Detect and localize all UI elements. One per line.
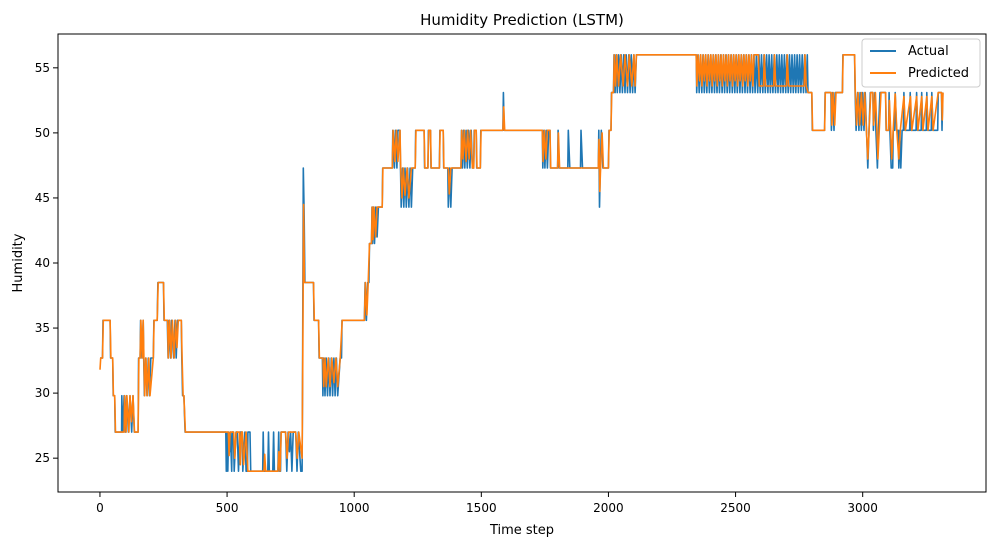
chart-title: Humidity Prediction (LSTM) [420,11,624,29]
series-layer [99,53,944,473]
y-tick-label: 35 [35,321,50,335]
x-axis: 0 500 1000 1500 2000 2500 3000 [96,492,878,515]
y-tick-label: 40 [35,256,50,270]
legend-label-actual: Actual [908,44,949,59]
x-tick-label: 3000 [847,501,878,515]
legend-label-predicted: Predicted [908,66,969,81]
x-tick-label: 500 [216,501,239,515]
plot-area [99,53,944,473]
legend: Actual Predicted [861,38,981,88]
x-tick-label: 1000 [339,501,370,515]
y-axis-label: Humidity [11,233,26,292]
x-tick-label: 2500 [720,501,751,515]
y-tick-label: 25 [35,451,50,465]
y-tick-label: 50 [35,126,50,140]
x-tick-label: 1500 [466,501,497,515]
y-tick-label: 45 [35,191,50,205]
x-axis-label: Time step [489,523,554,538]
x-tick-label: 2000 [593,501,624,515]
y-tick-label: 55 [35,61,50,75]
y-tick-label: 30 [35,386,50,400]
series-line-predicted [99,53,944,473]
x-tick-label: 0 [96,501,104,515]
y-axis: 25 30 35 40 45 50 55 [35,61,58,465]
